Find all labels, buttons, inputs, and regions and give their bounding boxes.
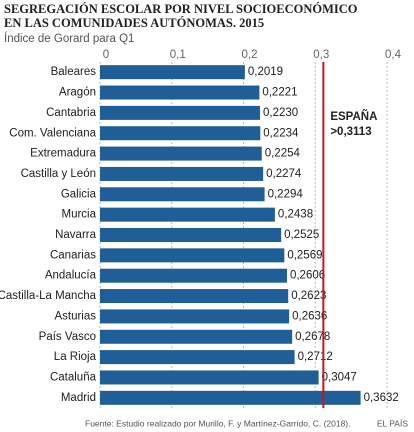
category-label: Aragón [59, 87, 96, 99]
category-label: Cantabria [46, 107, 96, 119]
bar [100, 105, 261, 120]
reference-name: ESPAÑA [330, 110, 377, 123]
category-label: Andalucía [45, 270, 97, 282]
value-label: 0,2230 [263, 107, 298, 119]
value-label: 0,2678 [295, 331, 330, 343]
value-label: 0,2294 [268, 188, 304, 200]
value-label: 0,2606 [290, 270, 325, 282]
category-label: Cataluña [50, 372, 97, 384]
value-label: 0,2274 [266, 168, 302, 180]
bar [100, 187, 265, 202]
bar [100, 329, 293, 344]
value-label: 0,3047 [322, 372, 357, 384]
category-label: Com. Valenciana [9, 127, 96, 139]
value-label: 0,2438 [278, 209, 313, 221]
bar [100, 248, 285, 263]
category-label: Canarias [50, 249, 96, 261]
bar [100, 85, 260, 100]
value-label: 0,2221 [262, 87, 297, 99]
bar [100, 309, 290, 324]
category-label: Galicia [61, 188, 97, 200]
bar [100, 228, 282, 242]
bar [100, 350, 295, 365]
category-label: País Vasco [39, 331, 96, 343]
x-tick-label: 0 [103, 49, 109, 61]
x-tick-label: 0,1 [170, 49, 186, 61]
x-tick-label: 0,4 [385, 49, 402, 61]
value-label: 0,2525 [284, 229, 319, 241]
bar [100, 166, 264, 181]
value-label: 0,3632 [364, 392, 399, 404]
category-label: Castilla-La Mancha [0, 290, 97, 302]
x-tick-label: 0,3 [313, 49, 329, 61]
category-label: Murcia [61, 209, 96, 221]
value-label: 0,2623 [291, 290, 326, 302]
credit: EL PAÍS [377, 418, 409, 428]
subtitle: Índice de Gorard para Q1 [4, 32, 134, 45]
category-label: Castilla y León [21, 168, 96, 180]
category-label: Navarra [55, 229, 97, 241]
value-label: 0,2019 [248, 66, 283, 78]
value-label: 0,2636 [292, 310, 327, 322]
value-label: 0,2234 [263, 127, 299, 139]
value-label: 0,2254 [265, 148, 301, 160]
bar [100, 390, 361, 405]
bar [100, 65, 245, 80]
value-label: 0,2712 [298, 351, 333, 363]
category-label: Madrid [61, 392, 96, 404]
value-label: 0,2569 [287, 249, 322, 261]
bar [100, 126, 261, 141]
source: Fuente: Estudio realizado por Murillo, F… [85, 418, 351, 428]
bar [100, 207, 275, 222]
category-label: Baleares [51, 66, 97, 78]
category-label: Asturias [54, 310, 96, 322]
category-label: La Rioja [54, 351, 97, 363]
bar [100, 289, 289, 304]
chart-title: EN LAS COMUNIDADES AUTÓNOMAS. 2015 [4, 16, 264, 30]
reference-label: >0,3113 [330, 126, 371, 138]
bar [100, 370, 319, 385]
category-label: Extremadura [30, 148, 96, 160]
chart-title: SEGREGACIÓN ESCOLAR POR NIVEL SOCIOECONÓ… [4, 2, 358, 16]
bar [100, 146, 262, 161]
x-tick-label: 0,2 [242, 49, 258, 61]
bar [100, 268, 287, 283]
